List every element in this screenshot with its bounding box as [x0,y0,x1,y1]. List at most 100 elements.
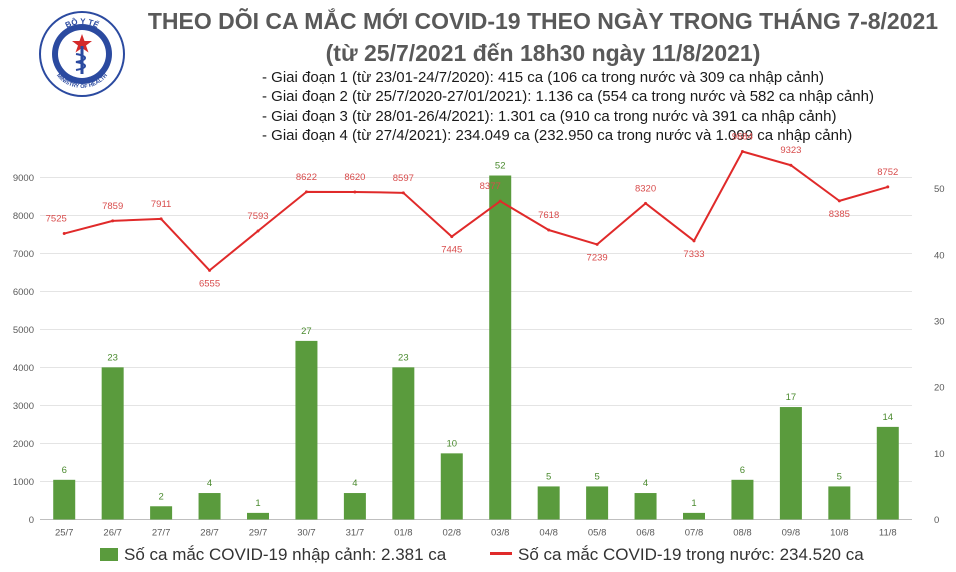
line-data-label: 8620 [344,172,365,183]
x-axis-tick-label: 02/8 [443,528,462,539]
line-point [498,199,502,203]
line-point [789,163,793,167]
bar-data-label: 5 [594,471,599,482]
bar-data-label: 1 [255,498,260,509]
bar-data-label: 23 [107,352,118,363]
bar-data-label: 14 [882,412,893,423]
bar-data-label: 4 [207,478,212,489]
left-axis-tick-label: 1000 [13,477,34,488]
stage-3-text: - Giai đoạn 3 (từ 28/01-26/4/2021): 1.30… [262,107,837,125]
line-data-label: 9323 [780,145,801,156]
line-data-label: 7593 [247,211,268,222]
line-data-label: 6555 [199,278,220,289]
x-axis-tick-label: 03/8 [491,528,510,539]
bar-imported [198,493,221,520]
line-data-label: 8597 [393,173,414,184]
bar-data-label: 6 [740,465,745,476]
left-axis-tick-label: 0 [29,515,34,526]
x-axis-tick-label: 27/7 [152,528,171,539]
right-axis-tick-label: 50 [934,184,945,195]
bar-imported [343,493,366,520]
bar-imported [53,479,76,520]
line-data-label: 8320 [635,183,656,194]
bar-data-label: 52 [495,161,506,172]
line-point [740,150,744,154]
x-axis-tick-label: 29/7 [249,528,268,539]
line-data-label: 7525 [46,214,67,225]
right-axis-tick-label: 40 [934,250,945,261]
bar-imported [634,493,657,520]
line-data-label: 8752 [877,167,898,178]
x-axis-tick-label: 01/8 [394,528,413,539]
bar-data-label: 1 [691,498,696,509]
line-point [837,199,841,203]
left-axis-tick-label: 2000 [13,439,34,450]
right-axis-tick-label: 20 [934,383,945,394]
line-point [595,242,599,246]
right-axis-tick-label: 0 [934,515,939,526]
chart-subtitle: (từ 25/7/2021 đến 18h30 ngày 11/8/2021) [325,40,761,66]
bar-imported [489,175,512,520]
left-axis-tick-label: 9000 [13,173,34,184]
left-axis-tick-label: 8000 [13,211,34,222]
stage-4-text: - Giai đoạn 4 (từ 27/4/2021): 234.049 ca… [262,126,853,144]
bar-data-label: 10 [446,438,457,449]
bar-imported [247,512,269,520]
x-axis-tick-label: 07/8 [685,528,704,539]
line-data-label: 7445 [441,245,462,256]
x-axis-tick-label: 05/8 [588,528,607,539]
left-axis-tick-label: 7000 [13,249,34,260]
right-axis-tick-label: 10 [934,449,945,460]
bar-imported [683,512,705,520]
line-data-label: 7859 [102,201,123,212]
line-data-label: 7239 [587,252,608,263]
line-point [159,217,163,221]
bar-data-label: 27 [301,326,312,337]
ministry-of-health-logo: BỘ Y TẾ MINISTRY OF HEALTH [39,11,125,97]
line-point [256,229,260,233]
line-point [692,239,696,243]
x-axis-tick-label: 11/8 [879,528,897,539]
legend-imported-label: Số ca mắc COVID-19 nhập cảnh: 2.381 ca [124,545,447,564]
bar-imported [586,486,609,520]
legend-line-swatch [490,552,512,555]
left-axis-tick-label: 6000 [13,287,34,298]
line-data-label: 8377 [480,181,501,192]
bar-imported [731,479,754,520]
x-axis-tick-label: 31/7 [346,528,365,539]
bar-data-label: 4 [352,478,357,489]
line-point [547,228,551,232]
x-axis-tick-label: 08/8 [733,528,752,539]
x-axis-tick-label: 10/8 [830,528,849,539]
bar-imported [101,367,124,520]
x-axis-tick-label: 09/8 [782,528,801,539]
bar-imported [295,340,318,520]
legend-domestic-label: Số ca mắc COVID-19 trong nước: 234.520 c… [518,545,864,564]
line-point [208,268,212,272]
line-point [111,219,115,223]
bar-data-label: 2 [158,491,163,502]
stage-1-text: - Giai đoạn 1 (từ 23/01-24/7/2020): 415 … [262,69,824,86]
line-point [450,235,454,239]
line-data-label: 8622 [296,172,317,183]
line-point [304,190,308,194]
line-point [401,191,405,195]
line-domestic-cases [63,150,889,272]
line-data-label: 7618 [538,210,559,221]
line-data-label: 7333 [683,249,704,260]
legend-bar-swatch [100,548,118,561]
line-point [886,185,890,189]
line-point [644,201,648,205]
right-axis-tick-label: 30 [934,317,945,328]
svg-text:BỘ Y TẾ: BỘ Y TẾ [64,17,101,30]
line-data-label: 9684 [732,132,753,143]
left-axis-tick-label: 4000 [13,363,34,374]
bar-imported [828,486,851,520]
legend-domestic-cases: Số ca mắc COVID-19 trong nước: 234.520 c… [490,545,864,565]
line-point [62,232,66,236]
x-axis-tick-label: 28/7 [200,528,219,539]
x-axis-tick-label: 06/8 [636,528,655,539]
left-axis-tick-label: 3000 [13,401,34,412]
bar-imported [440,453,463,520]
